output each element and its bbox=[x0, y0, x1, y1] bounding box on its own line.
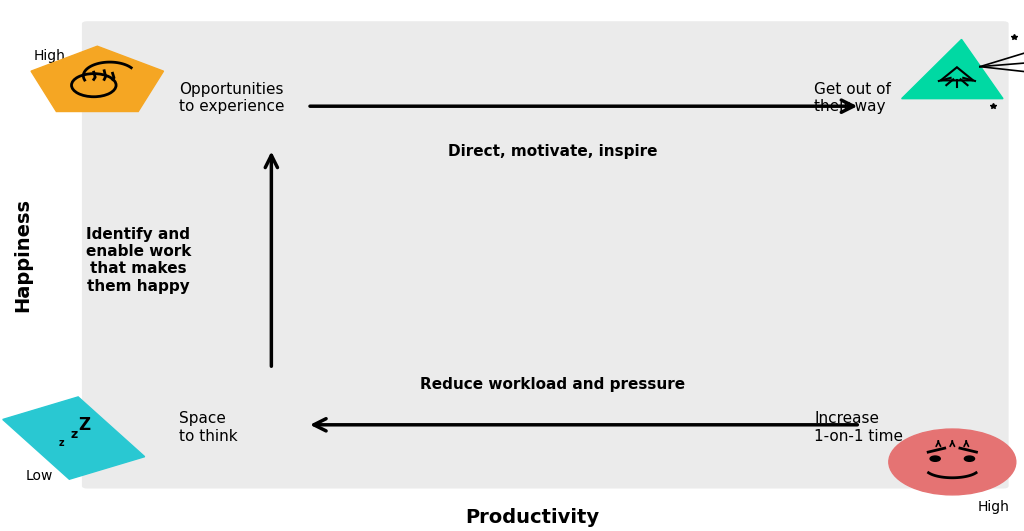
Text: Direct, motivate, inspire: Direct, motivate, inspire bbox=[449, 144, 657, 159]
Circle shape bbox=[889, 429, 1016, 495]
Text: Low: Low bbox=[26, 469, 52, 483]
Polygon shape bbox=[31, 46, 164, 112]
Text: Reduce workload and pressure: Reduce workload and pressure bbox=[421, 378, 685, 392]
Text: z: z bbox=[58, 439, 65, 449]
Text: High: High bbox=[977, 500, 1010, 514]
Text: z: z bbox=[70, 428, 78, 441]
Text: Opportunities
to experience: Opportunities to experience bbox=[179, 82, 285, 115]
FancyBboxPatch shape bbox=[82, 21, 1009, 489]
Text: Happiness: Happiness bbox=[13, 198, 32, 312]
Text: High: High bbox=[33, 49, 66, 63]
Text: Space
to think: Space to think bbox=[179, 411, 238, 444]
Text: Z: Z bbox=[78, 416, 90, 434]
Polygon shape bbox=[3, 397, 144, 479]
Circle shape bbox=[930, 456, 940, 461]
Circle shape bbox=[965, 456, 975, 461]
Text: Identify and
enable work
that makes
them happy: Identify and enable work that makes them… bbox=[86, 227, 190, 294]
Text: Get out of
their way: Get out of their way bbox=[814, 82, 891, 115]
Text: Increase
1-on-1 time: Increase 1-on-1 time bbox=[814, 411, 903, 444]
Text: Productivity: Productivity bbox=[466, 508, 599, 527]
Polygon shape bbox=[902, 39, 1004, 99]
